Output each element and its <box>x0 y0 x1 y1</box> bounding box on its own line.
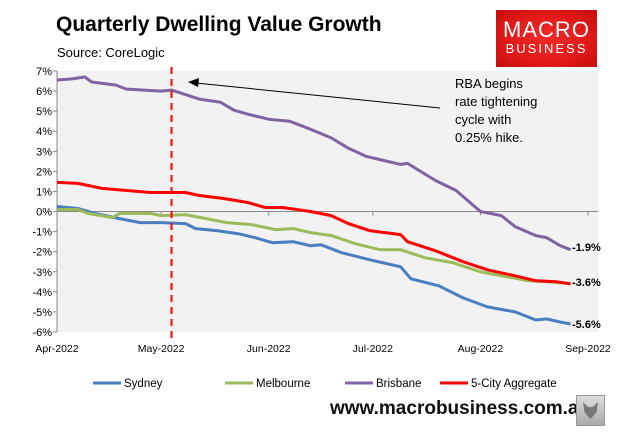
logo-line-2: BUSINESS <box>505 41 588 56</box>
legend-label: 5-City Aggregate <box>471 378 557 390</box>
annotation-text-line: cycle with <box>455 112 511 127</box>
y-tick-label: 5% <box>36 106 52 118</box>
annotation-arrow-line <box>195 82 441 109</box>
x-tick-label: Jul-2022 <box>353 343 393 355</box>
end-label: -1.9% <box>572 242 601 254</box>
end-label: -5.6% <box>572 319 601 331</box>
annotation-arrowhead <box>188 78 199 87</box>
y-tick-label: 1% <box>36 186 52 198</box>
annotation-text-line: RBA begins <box>455 76 523 91</box>
x-tick-label: Sep-2022 <box>565 343 611 355</box>
annotation-text-line: rate tightening <box>455 94 537 109</box>
x-tick-label: Jun-2022 <box>247 343 291 355</box>
plot-area <box>57 71 598 332</box>
annotation-text-line: 0.25% hike. <box>455 130 523 145</box>
y-tick-label: -4% <box>32 287 52 299</box>
y-tick-label: 6% <box>36 86 52 98</box>
macrobusiness-logo: MACRO BUSINESS <box>496 10 597 67</box>
legend-label: Brisbane <box>376 378 421 390</box>
legend-label: Melbourne <box>256 378 310 390</box>
y-tick-label: -2% <box>32 247 52 259</box>
logo-line-1: MACRO <box>503 17 590 42</box>
end-label: -3.6% <box>572 277 601 289</box>
chart-title: Quarterly Dwelling Value Growth <box>56 13 382 36</box>
series-line-melbourne <box>57 208 571 286</box>
footer-url[interactable]: www.macrobusiness.com.au <box>330 398 591 419</box>
y-tick-label: -1% <box>32 227 52 239</box>
series-line-5-city-aggregate <box>56 180 571 286</box>
legend-label: Sydney <box>124 378 163 390</box>
y-tick-label: 2% <box>36 166 52 178</box>
y-tick-label: 3% <box>36 146 52 158</box>
y-tick-label: 7% <box>36 66 52 78</box>
y-tick-label: -5% <box>32 307 52 319</box>
x-tick-label: May-2022 <box>138 343 185 355</box>
wolf-icon <box>576 395 605 426</box>
series-line-sydney <box>56 205 571 326</box>
y-tick-label: -3% <box>32 267 52 279</box>
chart-source: Source: CoreLogic <box>57 45 165 60</box>
y-tick-label: 0% <box>36 207 52 219</box>
x-tick-label: Apr-2022 <box>35 343 78 355</box>
x-tick-label: Aug-2022 <box>458 343 504 355</box>
y-tick-label: 4% <box>36 126 52 138</box>
y-tick-label: -6% <box>32 327 52 339</box>
series-line-brisbane <box>56 75 572 252</box>
